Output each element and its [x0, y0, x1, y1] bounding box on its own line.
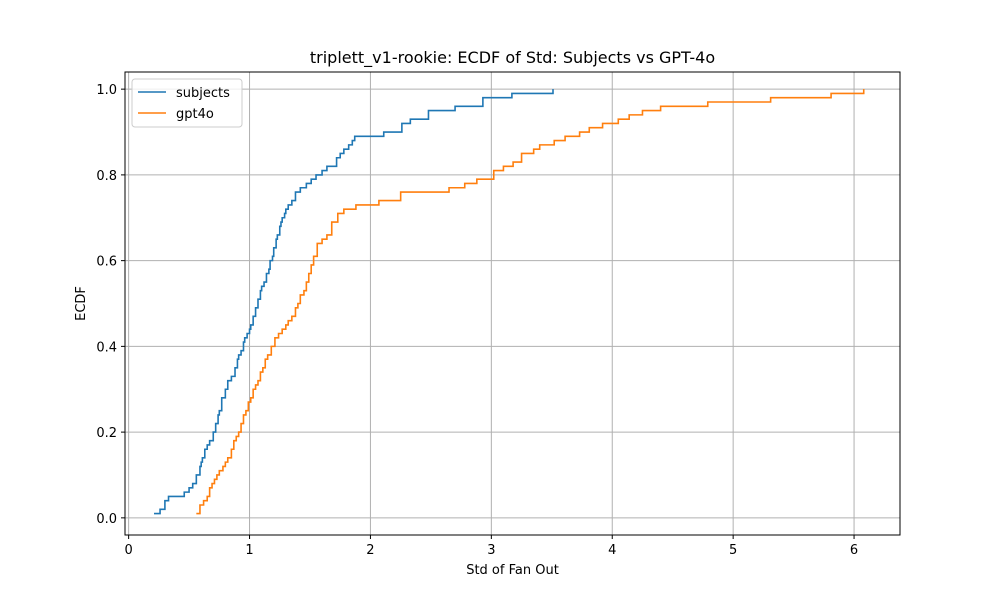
- plot-frame: [124, 71, 901, 536]
- axis-ticks: 0 1 2 3 4 5 6 0.0 0.2 0.4 0.6 0.8 1.0: [96, 83, 858, 558]
- x-tick-label: 0: [124, 543, 132, 558]
- x-tick-label: 1: [245, 543, 253, 558]
- y-tick-label: 0.6: [96, 255, 117, 270]
- x-axis-label: Std of Fan Out: [466, 563, 559, 578]
- series-line-subjects: [154, 89, 554, 515]
- y-tick-label: 0.8: [96, 169, 117, 184]
- series-layer: [154, 89, 865, 515]
- y-tick-label: 1.0: [96, 83, 117, 98]
- x-tick-label: 6: [850, 543, 858, 558]
- grid: [125, 72, 900, 535]
- legend-box: [131, 78, 243, 128]
- legend: subjects gpt4o: [131, 78, 243, 128]
- chart-title: triplett_v1-rookie: ECDF of Std: Subject…: [310, 48, 715, 68]
- legend-label-subjects: subjects: [176, 86, 230, 101]
- y-tick-label: 0.2: [96, 426, 117, 441]
- x-tick-label: 4: [608, 543, 616, 558]
- x-tick-label: 5: [729, 543, 737, 558]
- x-tick-label: 3: [487, 543, 495, 558]
- y-axis-label: ECDF: [74, 286, 89, 321]
- x-tick-label: 2: [366, 543, 374, 558]
- y-tick-label: 0.4: [96, 340, 117, 355]
- legend-label-gpt4o: gpt4o: [176, 107, 214, 122]
- y-tick-label: 0.0: [96, 512, 117, 527]
- series-line-gpt4o: [196, 89, 865, 515]
